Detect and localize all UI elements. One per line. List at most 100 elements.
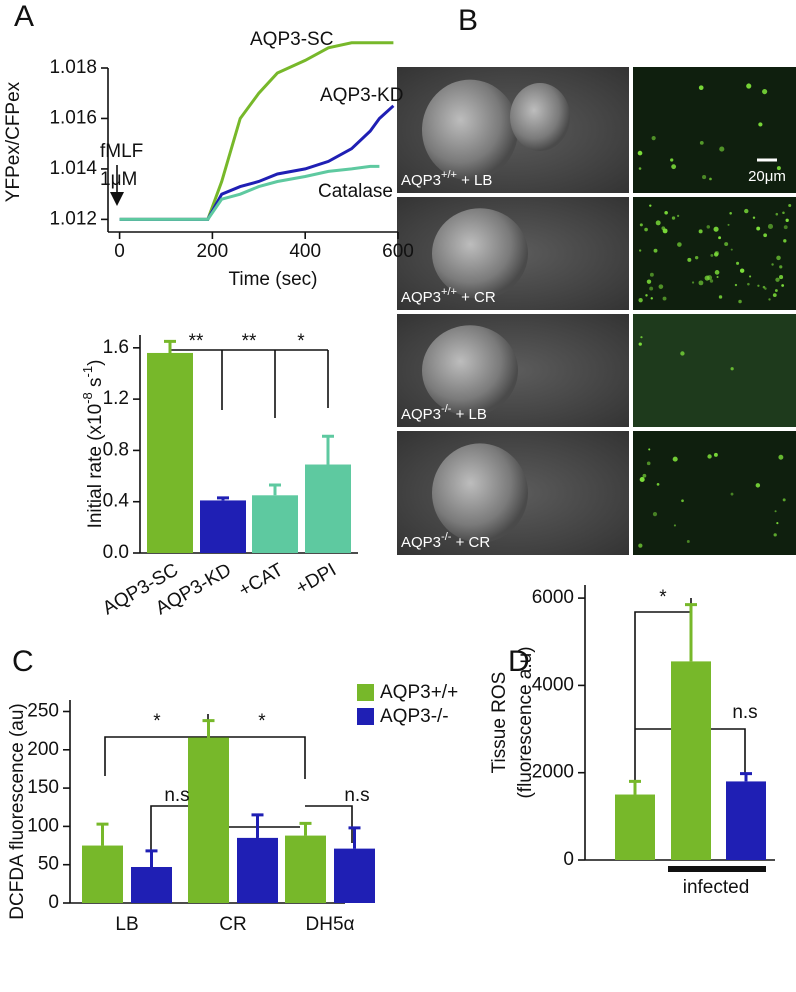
caption-part: AQP3 (401, 406, 441, 423)
x-tick-label: CR (219, 914, 246, 935)
signal (781, 284, 785, 287)
cell (422, 79, 518, 181)
signal (698, 229, 703, 234)
y-tick-label: 0 (563, 849, 574, 870)
error-bar (629, 779, 641, 795)
error-bar (322, 434, 334, 465)
y-tick-label: 0.4 (103, 491, 130, 512)
bar (726, 781, 766, 860)
annotation: infected (683, 877, 750, 898)
signal (779, 275, 784, 280)
caption: AQP3+/+ + LB (401, 169, 492, 189)
signal (779, 265, 783, 269)
signal (714, 270, 720, 275)
signal (698, 280, 704, 286)
y-tick-label: 0.0 (103, 542, 129, 563)
signal (734, 283, 738, 287)
y-tick-label: 2000 (532, 762, 574, 783)
fluorescence (633, 431, 796, 555)
signal (782, 211, 785, 215)
caption-part: AQP3 (401, 289, 441, 306)
signal (638, 249, 642, 252)
caption: AQP3-/- + CR (401, 531, 490, 551)
signal (649, 204, 652, 207)
x-tick-label: 200 (197, 241, 229, 262)
signal (648, 448, 651, 451)
signal (650, 297, 653, 300)
x-tick-label: +CAT (235, 559, 287, 601)
signal (706, 275, 713, 281)
significance: * (297, 331, 305, 352)
signal (658, 284, 664, 289)
y-tick-label: 1.2 (103, 388, 129, 409)
x-tick-label: +DPI (292, 559, 340, 599)
signal (653, 248, 658, 253)
error-bar (145, 849, 158, 867)
signal (718, 295, 723, 299)
caption-part: -/- (441, 403, 452, 415)
error-bar (164, 339, 176, 353)
y-tick-label: 0 (48, 892, 59, 913)
error-bar (299, 821, 312, 836)
series-label: Catalase (318, 181, 393, 202)
signal (788, 204, 792, 208)
panel-label: B (458, 4, 478, 37)
signal (639, 223, 643, 227)
legend-swatch (357, 684, 374, 701)
signal (756, 226, 761, 231)
signal (662, 228, 668, 234)
signal (774, 289, 778, 292)
y-axis-label-part: Initial rate (x10 (85, 404, 106, 529)
signal (698, 85, 704, 91)
caption-part: AQP3 (401, 172, 441, 189)
bar (200, 500, 246, 553)
signal (670, 158, 674, 162)
signal (727, 223, 730, 226)
signal (755, 483, 761, 488)
signal (638, 342, 642, 346)
signal (758, 122, 763, 127)
y-tick-label: 1.6 (103, 337, 129, 358)
signal (747, 282, 750, 286)
significance: ** (242, 331, 257, 352)
caption-part: + CR (457, 289, 496, 306)
y-axis-label: Tissue ROS (489, 672, 510, 774)
cell (510, 83, 570, 151)
caption-part: -/- (441, 531, 452, 543)
legend-label: AQP3-/- (380, 706, 449, 727)
signal (763, 233, 768, 238)
signal (724, 242, 729, 247)
annotation: n.s (732, 702, 757, 723)
signal (767, 223, 774, 229)
panel-label: D (508, 645, 530, 678)
annotation: fMLF (100, 141, 143, 162)
signal (764, 287, 767, 290)
signal (702, 175, 707, 180)
bar (82, 845, 123, 903)
y-tick-label: 4000 (532, 674, 574, 695)
signal (730, 367, 734, 371)
significance: n.s (344, 785, 369, 806)
y-axis-label-part: ) (85, 360, 106, 366)
cell (422, 325, 518, 416)
x-tick-label: 0 (114, 241, 125, 262)
signal (637, 150, 643, 156)
significance: * (258, 711, 266, 732)
y-axis-label: Initial rate (x10-8 s-1) (80, 360, 106, 529)
signal (680, 351, 685, 356)
scale-label: 20μm (748, 168, 786, 185)
signal (656, 482, 660, 486)
signal (686, 540, 690, 543)
signal (713, 252, 719, 257)
significance: ** (189, 331, 204, 352)
cell (432, 208, 528, 299)
signal (707, 454, 712, 459)
y-tick-label: 50 (38, 854, 59, 875)
arrow-head (110, 192, 124, 206)
signal (749, 275, 752, 278)
y-tick-label: 250 (27, 701, 59, 722)
caption-part: + CR (451, 534, 490, 551)
caption: AQP3+/+ + CR (401, 286, 496, 306)
